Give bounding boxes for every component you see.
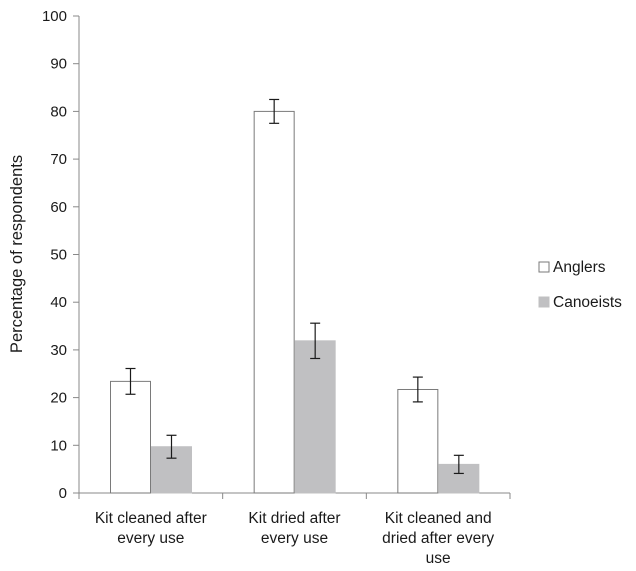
y-tick-label: 40 <box>50 294 67 311</box>
legend-swatch-anglers <box>538 261 550 273</box>
legend-label-anglers: Anglers <box>553 259 606 276</box>
legend: Anglers Canoeists <box>538 259 622 311</box>
y-tick-label: 20 <box>50 390 67 407</box>
bar-anglers <box>253 110 295 494</box>
x-category-label: Kit dried after every use <box>248 510 340 547</box>
x-category-label: Kit cleaned after every use <box>95 510 207 547</box>
y-tick-label: 10 <box>50 437 67 454</box>
bars <box>110 110 480 494</box>
legend-label-canoeists: Canoeists <box>553 294 622 311</box>
y-tick-label: 80 <box>50 103 67 120</box>
y-tick-label: 0 <box>59 485 67 502</box>
bar-canoeists <box>438 463 480 494</box>
bar-anglers <box>110 380 151 494</box>
bar-anglers <box>397 388 439 494</box>
bar-canoeists <box>294 340 336 494</box>
y-tick-label: 100 <box>42 8 67 25</box>
y-tick-label: 70 <box>50 151 67 168</box>
y-tick-label: 50 <box>50 247 67 264</box>
error-bars <box>125 98 464 475</box>
y-axis-title: Percentage of respondents <box>8 155 26 353</box>
legend-swatch-canoeists <box>538 296 550 308</box>
x-category-label: Kit cleaned and dried after every use <box>382 510 494 567</box>
y-tick-label: 60 <box>50 199 67 216</box>
y-tick-label: 90 <box>50 56 67 73</box>
x-axis: Kit cleaned after every use Kit dried afte… <box>78 492 511 567</box>
y-tick-label: 30 <box>50 342 67 359</box>
y-axis: 0 10 20 30 40 50 60 70 80 90 100 <box>42 8 80 502</box>
